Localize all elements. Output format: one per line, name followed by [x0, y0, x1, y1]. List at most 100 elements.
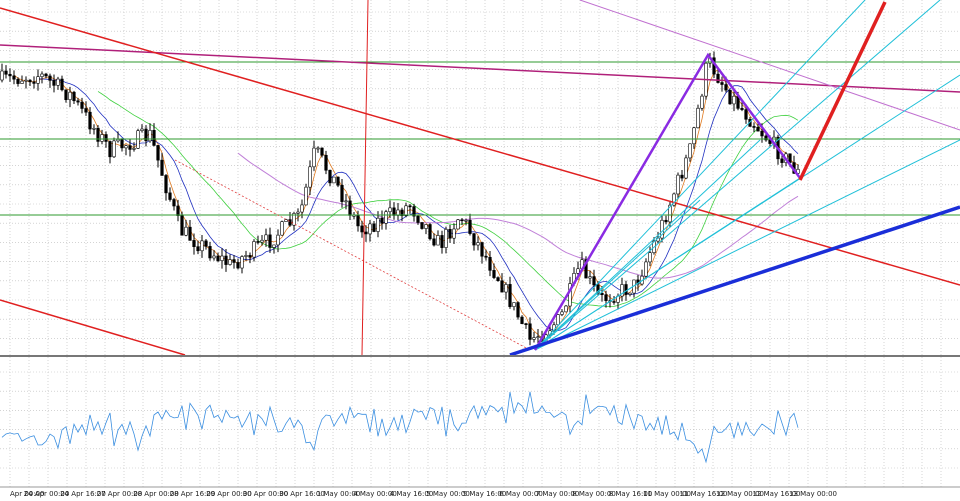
- candle-body: [416, 215, 420, 223]
- candle-body: [88, 111, 92, 130]
- candle-body: [364, 231, 368, 235]
- candle-body: [216, 255, 220, 261]
- candle-body: [268, 234, 272, 248]
- candle-body: [16, 78, 20, 84]
- candle-body: [192, 240, 196, 247]
- candle-body: [700, 95, 704, 109]
- candle-body: [788, 153, 792, 163]
- candle-body: [516, 302, 520, 318]
- candle-body: [64, 89, 68, 100]
- candle-body: [304, 186, 308, 206]
- candle-body: [648, 252, 652, 263]
- candle-body: [12, 75, 16, 80]
- trend-line: [579, 0, 960, 131]
- candle-body: [0, 70, 4, 81]
- time-label: 27 Apr 00:00: [97, 490, 143, 498]
- candle-body: [292, 213, 296, 226]
- trend-line: [0, 7, 960, 286]
- candle-body: [752, 126, 756, 128]
- candle-body: [456, 219, 460, 230]
- candle-body: [732, 95, 736, 105]
- candle-body: [296, 211, 300, 214]
- candle-body: [496, 277, 500, 282]
- candle-body: [184, 226, 188, 236]
- indicator-panel: [1, 391, 799, 464]
- candle-body: [168, 192, 172, 200]
- candle-body: [48, 75, 52, 81]
- candle-body: [620, 284, 624, 297]
- candle-body: [576, 268, 580, 274]
- candle-body: [504, 284, 508, 293]
- candle-body: [440, 235, 444, 248]
- candle-body: [276, 234, 280, 246]
- time-label: 29 Apr 00:00: [206, 490, 252, 498]
- candle-body: [164, 175, 168, 194]
- candle-body: [24, 79, 28, 82]
- candle-body: [680, 174, 684, 179]
- trend-line: [0, 44, 960, 93]
- candle-body: [348, 200, 352, 216]
- candle-body: [148, 129, 152, 142]
- candle-body: [480, 242, 484, 257]
- candle-body: [740, 108, 744, 110]
- candle-body: [196, 246, 200, 252]
- candle-body: [508, 284, 512, 307]
- candle-body: [240, 256, 244, 269]
- moving-average: [37, 78, 799, 332]
- candle-body: [280, 221, 284, 236]
- trend-line: [0, 299, 186, 356]
- time-label: 4 May 16:00: [390, 490, 434, 498]
- candle-body: [532, 337, 536, 340]
- candle-body: [556, 314, 560, 326]
- candle-body: [320, 147, 324, 156]
- candle-body: [264, 234, 268, 241]
- candle-body: [212, 255, 216, 259]
- candle-body: [128, 145, 132, 150]
- candle-body: [236, 262, 240, 269]
- candle-body: [764, 135, 768, 141]
- candle-body: [412, 206, 416, 217]
- candle-body: [108, 141, 112, 158]
- candle-body: [584, 259, 588, 279]
- candle-body: [756, 126, 760, 132]
- candle-body: [536, 336, 540, 339]
- candle-body: [72, 91, 76, 102]
- candle-body: [188, 226, 192, 241]
- time-label: 30 Apr 00:00: [243, 490, 289, 498]
- candle-body: [672, 193, 676, 206]
- candle-body: [428, 224, 432, 240]
- candle-body: [744, 109, 748, 120]
- candle-body: [624, 284, 628, 295]
- candle-body: [696, 107, 700, 129]
- dashed-line: [174, 159, 531, 351]
- candle-body: [76, 100, 80, 103]
- candle-body: [252, 241, 256, 258]
- candle-body: [344, 200, 348, 203]
- candle-body: [404, 205, 408, 217]
- candle-body: [424, 224, 428, 229]
- candle-body: [288, 219, 292, 226]
- candle-body: [388, 207, 392, 213]
- time-label: 28 Apr 16:00: [170, 490, 216, 498]
- candle-body: [308, 166, 312, 188]
- candle-body: [248, 255, 252, 258]
- fan-line: [534, 139, 960, 351]
- candle-body: [316, 147, 320, 150]
- candle-body: [400, 209, 404, 217]
- candle-body: [284, 219, 288, 222]
- candle-body: [392, 207, 396, 216]
- candle-body: [380, 217, 384, 224]
- candle-body: [140, 128, 144, 131]
- candle-body: [520, 316, 524, 324]
- candle-body: [724, 84, 728, 91]
- indicator-line: [1, 391, 799, 464]
- candle-body: [432, 238, 436, 246]
- candle-body: [156, 145, 160, 161]
- candle-body: [664, 219, 668, 223]
- candle-body: [588, 276, 592, 279]
- candle-body: [260, 239, 264, 243]
- candle-body: [560, 311, 564, 315]
- candle-body: [8, 73, 12, 77]
- candle-body: [356, 214, 360, 227]
